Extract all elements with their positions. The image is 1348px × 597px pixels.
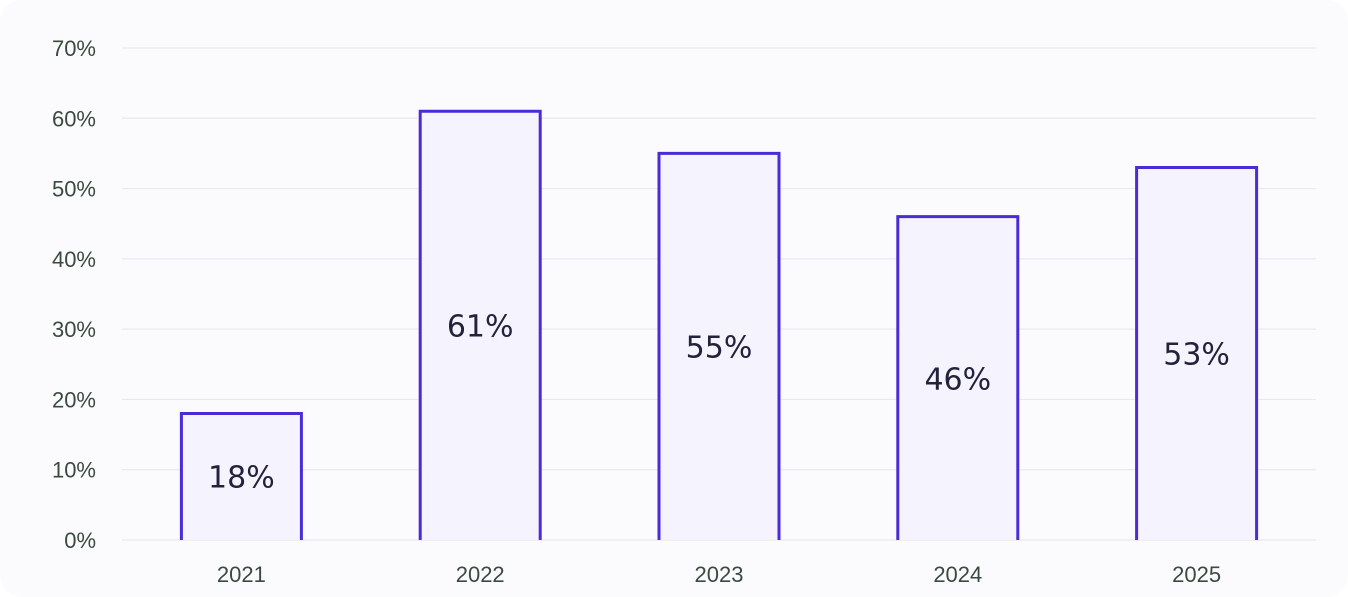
y-tick-label: 20% — [52, 387, 96, 412]
x-tick-label: 2022 — [456, 562, 505, 587]
bar-outline-2022 — [418, 109, 542, 540]
x-axis: 2021 2022 2023 2024 2025 — [217, 562, 1221, 587]
data-label-2023: 55% — [686, 331, 753, 366]
y-axis: 0% 10% 20% 30% 40% 50% 60% 70% — [52, 36, 96, 553]
bar-outline-2025 — [1135, 165, 1259, 540]
data-label-2024: 46% — [924, 362, 991, 397]
y-tick-label: 50% — [52, 177, 96, 202]
data-label-2025: 53% — [1163, 338, 1230, 373]
bar-outline-2021 — [179, 411, 303, 540]
bar-2021 — [181, 413, 302, 540]
bar-2025 — [1136, 167, 1257, 540]
y-tick-label: 70% — [52, 36, 96, 61]
x-tick-label: 2021 — [217, 562, 266, 587]
bar-2022 — [420, 111, 541, 540]
bar-outline-2024 — [896, 215, 1020, 540]
y-tick-label: 30% — [52, 317, 96, 342]
bars: 18% 61% 55% 46% 53% — [179, 109, 1259, 540]
y-tick-label: 10% — [52, 458, 96, 483]
x-tick-label: 2024 — [933, 562, 982, 587]
y-tick-label: 60% — [52, 106, 96, 131]
bar-2023 — [659, 153, 779, 540]
bar-2024 — [897, 216, 1018, 540]
x-tick-label: 2023 — [695, 562, 744, 587]
bar-outline-2023 — [657, 151, 781, 540]
x-tick-label: 2025 — [1172, 562, 1221, 587]
data-label-2021: 18% — [208, 461, 275, 496]
y-tick-label: 0% — [64, 528, 96, 553]
y-tick-label: 40% — [52, 247, 96, 272]
data-label-2022: 61% — [447, 310, 514, 345]
